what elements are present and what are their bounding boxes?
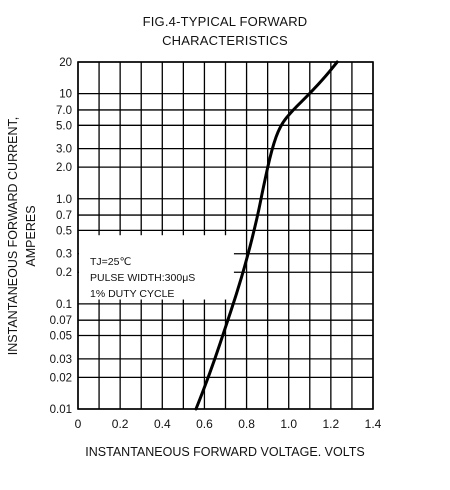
y-tick-label: 0.01 [50, 404, 72, 416]
curve-group [194, 60, 339, 411]
x-tick-label: 1.0 [280, 417, 297, 431]
x-tick-label: 1.4 [365, 417, 382, 431]
forward-characteristic-curve [194, 60, 339, 411]
x-axis-label: INSTANTANEOUS FORWARD VOLTAGE. VOLTS [85, 445, 365, 459]
chart-title-line-1: FIG.4-TYPICAL FORWARD [142, 14, 308, 29]
y-tick-label: 0.2 [56, 267, 72, 279]
x-tick-label: 0.8 [238, 417, 255, 431]
x-tick-label: 0.2 [112, 417, 129, 431]
annotation-line-1: TJ=25℃ [90, 256, 131, 268]
annotation-background [79, 235, 234, 300]
y-tick-label: 0.07 [50, 315, 72, 327]
x-tick-label: 0.4 [154, 417, 171, 431]
x-tick-label: 1.2 [323, 417, 340, 431]
y-tick-label: 0.02 [50, 372, 72, 384]
x-tick-label: 0.6 [196, 417, 213, 431]
x-tick-label: 0 [75, 417, 82, 431]
y-tick-label: 0.03 [50, 354, 72, 366]
y-tick-label: 5.0 [56, 120, 72, 132]
annotation-line-3: 1% DUTY CYCLE [90, 288, 174, 300]
y-tick-label: 0.7 [56, 210, 72, 222]
y-tick-label: 7.0 [56, 105, 72, 117]
y-tick-label: 2.0 [56, 162, 72, 174]
y-tick-labels: 20 10 7.0 5.0 3.0 2.0 1.0 0.7 0.5 0.3 0.2 0.1 0.07 0.… [50, 57, 72, 416]
annotation-box: TJ=25℃ PULSE WIDTH:300μS 1% DUTY CYCLE [79, 235, 234, 300]
y-tick-label: 3.0 [56, 144, 72, 156]
y-tick-label: 0.1 [56, 299, 72, 311]
y-tick-label: 10 [59, 89, 72, 101]
plot-frame [77, 61, 374, 410]
x-tick-labels: 0 0.2 0.4 0.6 0.8 1.0 1.2 1.4 [75, 417, 382, 431]
y-tick-label: 0.5 [56, 225, 72, 237]
annotation-line-2: PULSE WIDTH:300μS [90, 272, 195, 284]
y-tick-label: 20 [59, 57, 72, 69]
y-tick-label: 1.0 [56, 194, 72, 206]
chart-title-line-2: CHARACTERISTICS [162, 33, 288, 48]
y-tick-label: 0.05 [50, 331, 72, 343]
y-tick-label: 0.3 [56, 249, 72, 261]
